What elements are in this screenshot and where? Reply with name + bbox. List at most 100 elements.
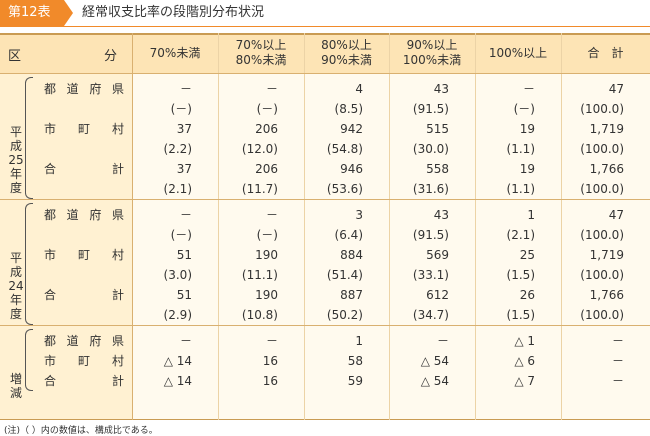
value-cell: － bbox=[611, 334, 624, 348]
value-cell: 47 bbox=[608, 208, 624, 222]
value-cell: 26 bbox=[519, 288, 535, 302]
ratio-cell: (1.5) bbox=[506, 268, 535, 282]
ratio-cell: (－) bbox=[170, 228, 192, 242]
row-label-char: 道 bbox=[66, 82, 79, 96]
column-header: 90%以上 100%未満 bbox=[389, 33, 475, 73]
value-cell: △ 14 bbox=[163, 354, 192, 368]
value-cell: － bbox=[611, 354, 624, 368]
ratio-cell: (91.5) bbox=[412, 102, 449, 116]
value-cell: △ 7 bbox=[514, 374, 535, 388]
column-divider bbox=[389, 33, 390, 420]
badge-arrow bbox=[64, 0, 73, 26]
row-label-char: 市 bbox=[44, 248, 57, 262]
label-column-background bbox=[0, 33, 132, 420]
column-divider bbox=[218, 33, 219, 420]
group-divider bbox=[0, 199, 650, 200]
ratio-cell: (－) bbox=[170, 102, 192, 116]
value-cell: － bbox=[179, 208, 192, 222]
row-label-total: 合計 bbox=[44, 373, 124, 389]
group-divider bbox=[0, 325, 650, 326]
distribution-table: 区 分 70%未満 70%以上 80%未満 80%以上 90%未満 90%以上 100%未満… bbox=[0, 33, 650, 420]
row-label-char: 府 bbox=[89, 82, 102, 96]
ratio-cell: (2.2) bbox=[163, 142, 192, 156]
column-header-line: 70%以上 bbox=[235, 38, 287, 52]
value-cell: 946 bbox=[340, 162, 363, 176]
group-label: 平成25年度 bbox=[8, 125, 24, 195]
group-divider bbox=[0, 73, 650, 74]
value-cell: 47 bbox=[608, 82, 624, 96]
value-cell: 37 bbox=[176, 162, 192, 176]
value-cell: 58 bbox=[347, 354, 363, 368]
value-cell: － bbox=[179, 82, 192, 96]
value-cell: △ 1 bbox=[514, 334, 535, 348]
title-underline bbox=[0, 26, 650, 27]
column-header: 合 計 bbox=[561, 33, 650, 73]
value-cell: 51 bbox=[176, 288, 192, 302]
column-header-line: 100%未満 bbox=[402, 53, 462, 67]
column-header: 70%未満 bbox=[132, 33, 218, 73]
value-cell: 190 bbox=[255, 248, 278, 262]
ratio-cell: (100.0) bbox=[580, 142, 624, 156]
header-kubun-left: 区 bbox=[8, 49, 22, 64]
value-cell: △ 54 bbox=[420, 354, 449, 368]
ratio-cell: (－) bbox=[513, 102, 535, 116]
row-label-municipal: 市町村 bbox=[44, 247, 124, 263]
ratio-cell: (30.0) bbox=[412, 142, 449, 156]
row-label-total: 合計 bbox=[44, 287, 124, 303]
column-divider bbox=[561, 33, 562, 420]
row-label-char: 県 bbox=[111, 82, 124, 96]
ratio-cell: (2.1) bbox=[163, 182, 192, 196]
ratio-cell: (50.2) bbox=[326, 308, 363, 322]
value-cell: 43 bbox=[433, 82, 449, 96]
value-cell: 1,719 bbox=[589, 248, 624, 262]
value-cell: △ 6 bbox=[514, 354, 535, 368]
group-label: 増減 bbox=[9, 372, 22, 400]
ratio-cell: (－) bbox=[256, 228, 278, 242]
ratio-cell: (100.0) bbox=[580, 308, 624, 322]
ratio-cell: (12.0) bbox=[241, 142, 278, 156]
value-cell: － bbox=[265, 208, 278, 222]
table-title-bar: 第12表 経常収支比率の段階別分布状況 bbox=[0, 0, 650, 27]
row-label-prefecture: 都道府県 bbox=[44, 81, 124, 97]
table-bottom-border bbox=[0, 419, 650, 420]
value-cell: 16 bbox=[262, 374, 278, 388]
value-cell: 569 bbox=[426, 248, 449, 262]
row-label-char: 市 bbox=[44, 122, 57, 136]
value-cell: 19 bbox=[519, 122, 535, 136]
value-cell: 1 bbox=[355, 334, 363, 348]
column-header-line: 80%以上 bbox=[321, 38, 372, 52]
ratio-cell: (10.8) bbox=[241, 308, 278, 322]
group-label: 平成24年度 bbox=[8, 251, 24, 321]
ratio-cell: (31.6) bbox=[412, 182, 449, 196]
row-label-char: 都 bbox=[44, 334, 57, 348]
row-label-char: 合 bbox=[44, 288, 57, 302]
ratio-cell: (53.6) bbox=[326, 182, 363, 196]
row-label-char: 道 bbox=[66, 334, 79, 348]
value-cell: 25 bbox=[519, 248, 535, 262]
row-label-char: 市 bbox=[44, 354, 57, 368]
row-label-char: 合 bbox=[44, 374, 57, 388]
row-label-prefecture: 都道府県 bbox=[44, 333, 124, 349]
value-cell: － bbox=[179, 334, 192, 348]
table-title: 経常収支比率の段階別分布状況 bbox=[82, 5, 265, 20]
group-bracket bbox=[25, 329, 33, 391]
column-header: 70%以上 80%未満 bbox=[218, 33, 304, 73]
row-label-char: 村 bbox=[111, 122, 124, 136]
column-header-line: 合 計 bbox=[587, 45, 624, 60]
value-cell: 190 bbox=[255, 288, 278, 302]
row-label-municipal: 市町村 bbox=[44, 353, 124, 369]
ratio-cell: (3.0) bbox=[163, 268, 192, 282]
ratio-cell: (34.7) bbox=[412, 308, 449, 322]
ratio-cell: (11.1) bbox=[241, 268, 278, 282]
value-cell: 558 bbox=[426, 162, 449, 176]
value-cell: 59 bbox=[347, 374, 363, 388]
table-top-border bbox=[0, 33, 650, 35]
row-label-char: 都 bbox=[44, 208, 57, 222]
row-label-char: 村 bbox=[111, 248, 124, 262]
value-cell: － bbox=[436, 334, 449, 348]
column-header-line: 90%未満 bbox=[321, 53, 372, 67]
value-cell: 942 bbox=[340, 122, 363, 136]
header-row bbox=[0, 33, 650, 73]
row-label-char: 計 bbox=[111, 374, 124, 388]
row-label-total: 合計 bbox=[44, 161, 124, 177]
